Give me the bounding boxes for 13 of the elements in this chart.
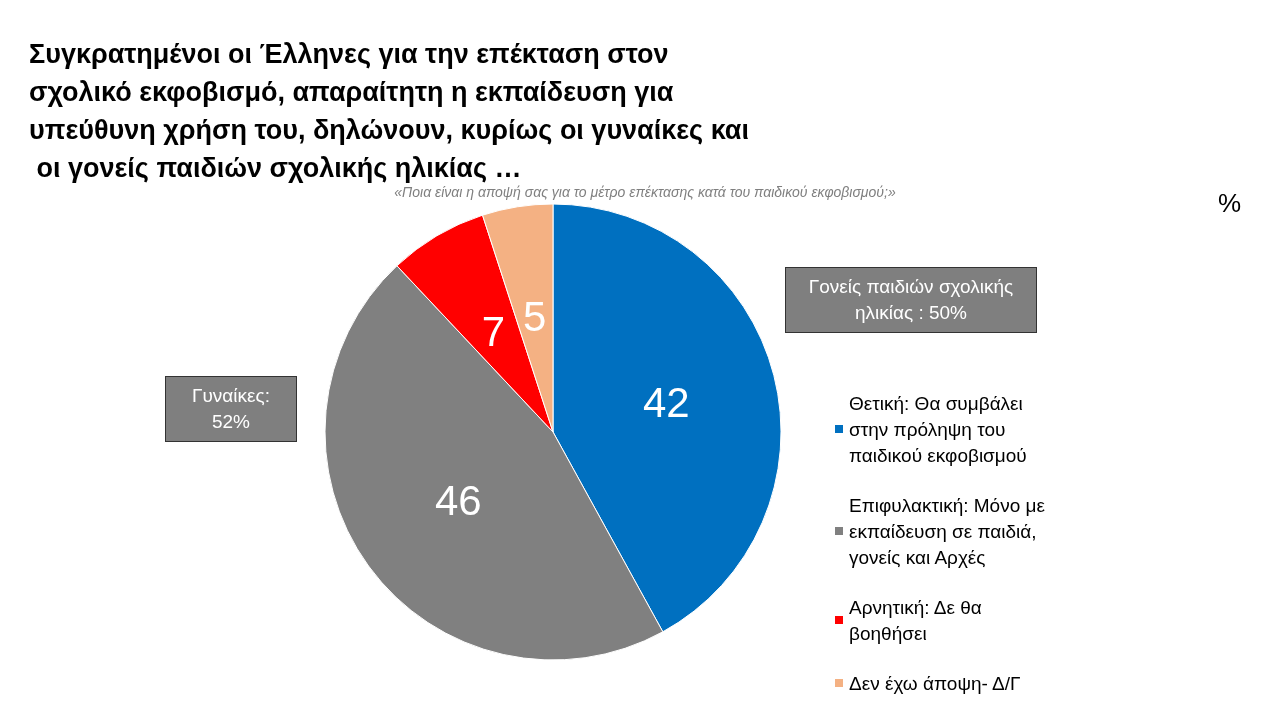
legend-label: Θετική: Θα συμβάλει στην πρόληψη του παιδικού εκφοβισμού bbox=[849, 392, 1029, 466]
legend-label: Επιφυλακτική: Μόνο με εκπαίδευση σε παιδιά, γονείς και Αρχές bbox=[849, 494, 1051, 568]
text: Γυναίκες: 52% bbox=[165, 376, 297, 442]
text: % bbox=[1218, 188, 1242, 219]
data-label: 5 bbox=[523, 292, 547, 340]
data-label: 7 bbox=[481, 307, 506, 355]
chart-title: Συγκρατημένοι οι Έλληνες για την επέκταση στον σχολικό εκφοβισμό, απαραίτητη η εκπαίδευση για υπεύθυνη χρήση του, δηλώνουν, κυρίως οι γυναίκες και οι γονείς παιδιών σχολικής ηλικίας … bbox=[29, 39, 749, 183]
legend-label: Δεν έχω άποψη- Δ/Γ bbox=[849, 672, 1021, 694]
legend-label: Αρνητική: Δε θα βοηθήσει bbox=[849, 596, 988, 644]
data-label: 46 bbox=[434, 477, 482, 525]
data-label: 42 bbox=[642, 379, 690, 427]
text: Γονείς παιδιών σχολικής ηλικίας : 50% bbox=[785, 267, 1037, 333]
chart-subtitle: «Ποια είναι η αποψή σας για το μέτρο επέκτασης κατά του παιδικού εκφοβισμού;» bbox=[394, 184, 896, 200]
